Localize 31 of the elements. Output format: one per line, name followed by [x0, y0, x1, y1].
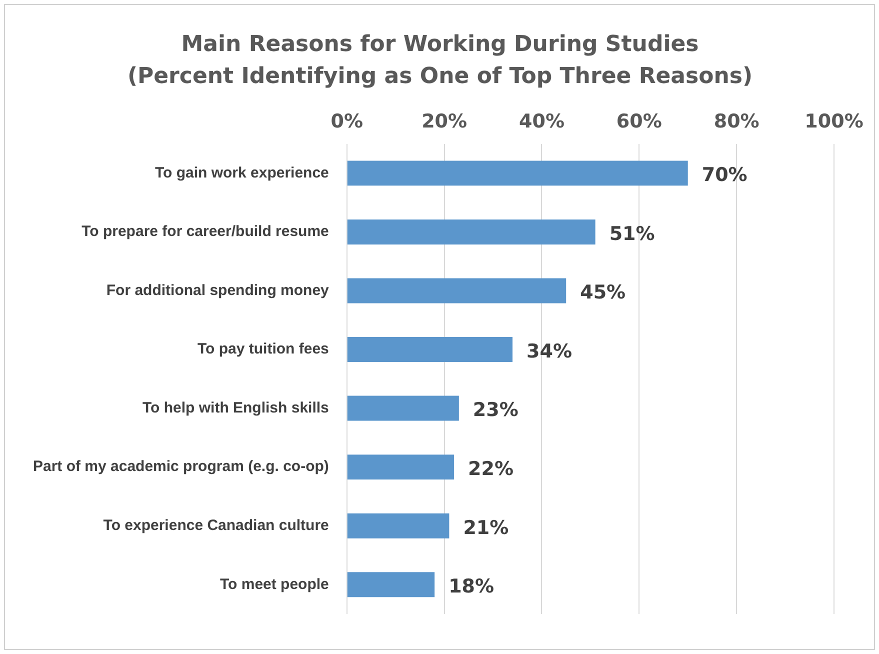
- x-tick-label: 80%: [714, 110, 760, 132]
- bar: [347, 513, 450, 538]
- y-tick-label: Part of my academic program (e.g. co-op): [32, 458, 329, 476]
- data-label: 51%: [609, 222, 655, 245]
- x-tick-label: 20%: [422, 110, 468, 132]
- data-label: 18%: [448, 576, 494, 598]
- x-tick-label: 40%: [518, 110, 564, 132]
- x-tick-label: 0%: [330, 110, 364, 132]
- bar: [347, 219, 596, 244]
- bar: [347, 278, 566, 304]
- chart-title: Main Reasons for Working During Studies (Percent Identifying as One of Top Three Reasons): [126, 31, 754, 91]
- data-label: 21%: [463, 516, 509, 539]
- data-label: 45%: [580, 282, 626, 304]
- x-tick-label: 100%: [804, 110, 864, 132]
- bar: [347, 572, 435, 598]
- bar: [347, 396, 459, 421]
- bar: [347, 337, 513, 362]
- data-label: 22%: [468, 458, 514, 480]
- y-tick-label: To gain work experience: [154, 164, 329, 182]
- y-tick-label: To pay tuition fees: [197, 340, 329, 358]
- data-label: 34%: [526, 340, 572, 362]
- y-tick-label: To help with English skills: [142, 399, 329, 416]
- y-tick-label: To meet people: [220, 576, 329, 593]
- y-tick-label: To prepare for career/build resume: [82, 223, 329, 240]
- y-tick-label: To experience Canadian culture: [103, 516, 329, 534]
- data-label: 23%: [472, 399, 518, 422]
- bar: [347, 160, 688, 186]
- y-tick-label: For additional spending money: [106, 282, 330, 299]
- x-tick-label: 60%: [616, 110, 662, 132]
- bar: [347, 454, 454, 480]
- data-label: 70%: [702, 164, 748, 186]
